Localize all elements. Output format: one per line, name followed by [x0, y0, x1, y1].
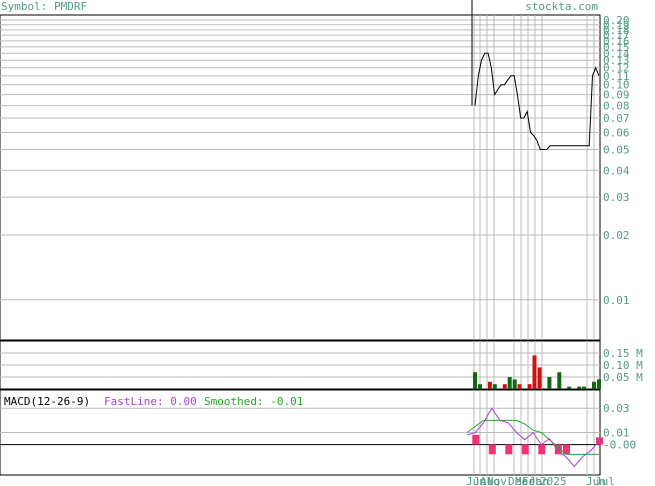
macd-fast-line	[466, 407, 600, 468]
volume-tick-label: 0.15 M	[603, 347, 643, 360]
price-tick-label: 0.15	[603, 41, 630, 54]
macd-histogram-bar	[538, 444, 546, 455]
macd-tick-label: 0.03	[603, 402, 630, 415]
price-panel-frame	[0, 14, 601, 341]
price-tick-label: 0.04	[603, 164, 630, 177]
volume-bar	[487, 381, 492, 389]
volume-bar	[577, 386, 582, 389]
volume-bar	[478, 384, 482, 389]
price-tick-label: 0.20	[603, 14, 630, 27]
macd-histogram-bar	[488, 444, 496, 455]
volume-bar	[507, 377, 512, 389]
macd-histogram-bar	[554, 444, 562, 455]
macd-histogram-bar	[521, 444, 529, 455]
volume-bar	[502, 384, 507, 389]
price-gridlines	[0, 19, 600, 301]
x-tick-label: Jul	[595, 475, 615, 486]
price-tick-label: 0.05	[603, 143, 630, 156]
x-tick-label: Jan	[529, 475, 549, 486]
macd-smoothed-line	[466, 419, 599, 455]
price-tick-label: 0.18	[603, 24, 630, 37]
macd-gridlines	[0, 407, 600, 446]
macd-histogram-bar	[505, 444, 513, 455]
price-tick-label: 0.06	[603, 126, 630, 139]
price-tick-label: 0.11	[603, 70, 630, 83]
volume-bar	[557, 372, 562, 389]
price-tick-label: 0.16	[603, 35, 630, 48]
volume-bar	[547, 377, 552, 389]
macd-histogram-bar	[563, 444, 570, 455]
price-tick-label: 0.17	[603, 29, 630, 42]
x-tick-label: Jun	[586, 475, 606, 486]
macd-histogram-bar	[472, 434, 480, 445]
x-tick-label: Jul	[473, 475, 493, 486]
symbol-label: Symbol: PMDRF	[1, 0, 87, 13]
volume-bar	[567, 386, 572, 389]
volume-gridlines	[0, 352, 600, 378]
price-tick-label: 0.02	[603, 229, 630, 242]
macd-histogram	[472, 434, 603, 455]
x-tick-label: Aug	[480, 475, 500, 486]
macd-tick-label: -0.00	[603, 439, 636, 452]
price-line-group	[471, 0, 600, 150]
x-tick-label: Dec	[508, 475, 528, 486]
price-tick-label: 0.03	[603, 191, 630, 204]
price-tick-label: 0.01	[603, 294, 630, 307]
volume-tick-label: 0.05 M	[603, 371, 643, 384]
price-axis-ticks: 0.01 0.02 0.03 0.04 0.05 0.060.070.080.090.10…	[603, 14, 630, 307]
price-line	[474, 52, 600, 150]
volume-bar	[473, 372, 477, 389]
macd-tick-label: 0.01	[603, 427, 630, 440]
x-tick-label: Feb	[522, 475, 542, 486]
macd-smooth-label: Smoothed: -0.01	[204, 395, 303, 408]
volume-bar	[512, 379, 517, 389]
macd-axis-ticks: 0.03 0.01-0.00	[603, 402, 636, 451]
volume-axis-ticks: 0.15 M0.10 M0.05 M	[603, 347, 643, 384]
volume-bar	[582, 386, 587, 389]
price-tick-label: 0.07	[603, 112, 630, 125]
volume-bars	[473, 355, 601, 389]
x-tick-label: Jun	[466, 475, 486, 486]
volume-bar	[492, 384, 497, 389]
volume-bar	[537, 367, 542, 389]
price-tick-label: 0.12	[603, 62, 630, 75]
site-label: stockta.com	[525, 0, 598, 13]
vertical-gridlines	[473, 15, 595, 475]
price-tick-label: 0.13	[603, 54, 630, 67]
volume-bar	[527, 384, 532, 389]
volume-bar	[532, 355, 537, 389]
x-tick-label: 2025	[540, 475, 567, 486]
price-tick-label: 0.08	[603, 100, 630, 113]
x-tick-label: Mar	[515, 475, 535, 486]
volume-tick-label: 0.10 M	[603, 359, 643, 372]
macd-histogram-bar	[596, 437, 603, 445]
volume-bar	[592, 381, 596, 389]
volume-bar	[517, 384, 522, 389]
macd-lines	[466, 407, 600, 468]
macd-title: MACD(12-26-9)	[4, 395, 90, 408]
price-tick-label: 0.09	[603, 89, 630, 102]
price-tick-label: 0.14	[603, 47, 630, 60]
price-tick-label: 0.10	[603, 79, 630, 92]
x-tick-label: Nov	[487, 475, 507, 486]
price-tick-label: 0.19	[603, 19, 630, 32]
volume-bar	[597, 379, 601, 389]
macd-fast-label: FastLine: 0.00	[104, 395, 197, 408]
